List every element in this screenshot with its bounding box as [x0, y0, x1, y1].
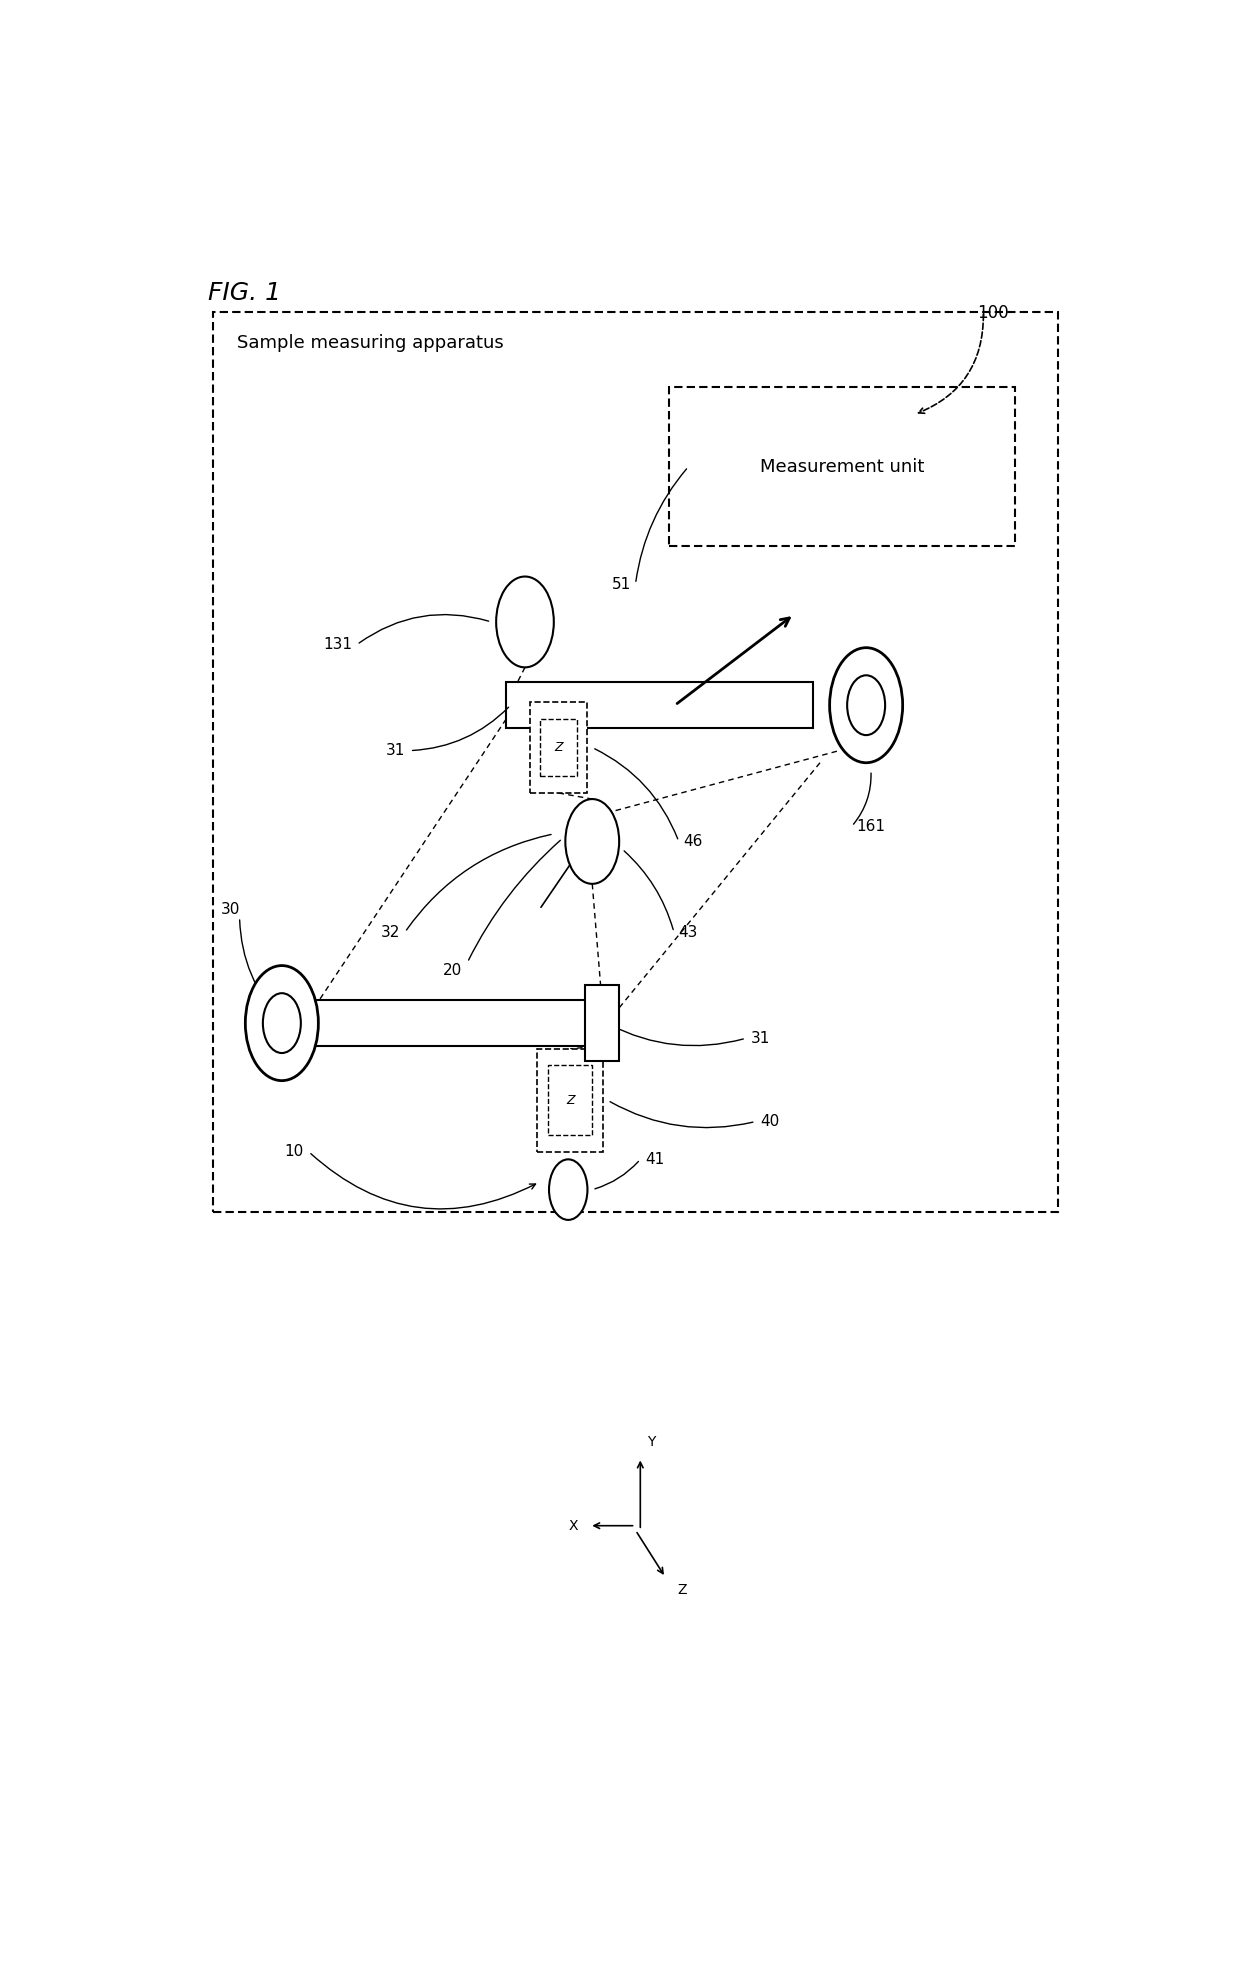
- Text: 51: 51: [611, 576, 631, 592]
- Text: FIG. 1: FIG. 1: [208, 281, 280, 305]
- Circle shape: [847, 674, 885, 735]
- Text: 41: 41: [645, 1152, 665, 1168]
- Circle shape: [263, 993, 301, 1054]
- Circle shape: [549, 1160, 588, 1219]
- Circle shape: [565, 798, 619, 885]
- Text: 161: 161: [857, 818, 885, 834]
- Text: Measurement unit: Measurement unit: [760, 458, 924, 476]
- Text: Z: Z: [554, 741, 563, 755]
- Text: X: X: [568, 1518, 578, 1533]
- Bar: [541, 720, 577, 777]
- Text: 32: 32: [381, 924, 401, 940]
- Bar: [506, 682, 813, 727]
- Bar: [584, 985, 619, 1062]
- Circle shape: [830, 647, 903, 763]
- Circle shape: [496, 576, 554, 666]
- Text: Sample measuring apparatus: Sample measuring apparatus: [237, 334, 503, 352]
- Text: 30: 30: [221, 902, 239, 916]
- Text: 20: 20: [443, 963, 463, 977]
- Bar: [213, 313, 1058, 1213]
- Text: 43: 43: [678, 924, 698, 940]
- Text: 40: 40: [760, 1115, 780, 1128]
- Text: 10: 10: [285, 1144, 304, 1160]
- Bar: [537, 1048, 603, 1152]
- Text: Z: Z: [565, 1093, 574, 1107]
- Text: 31: 31: [751, 1030, 770, 1046]
- Bar: [529, 702, 588, 792]
- Bar: [670, 387, 1016, 547]
- Text: 131: 131: [322, 637, 352, 653]
- Bar: [294, 1001, 601, 1046]
- Text: 31: 31: [386, 743, 404, 759]
- Text: Z: Z: [677, 1583, 687, 1596]
- Bar: [548, 1066, 593, 1134]
- Text: 100: 100: [977, 305, 1008, 322]
- Text: Y: Y: [647, 1435, 656, 1449]
- Circle shape: [246, 965, 319, 1081]
- Text: 46: 46: [683, 834, 703, 849]
